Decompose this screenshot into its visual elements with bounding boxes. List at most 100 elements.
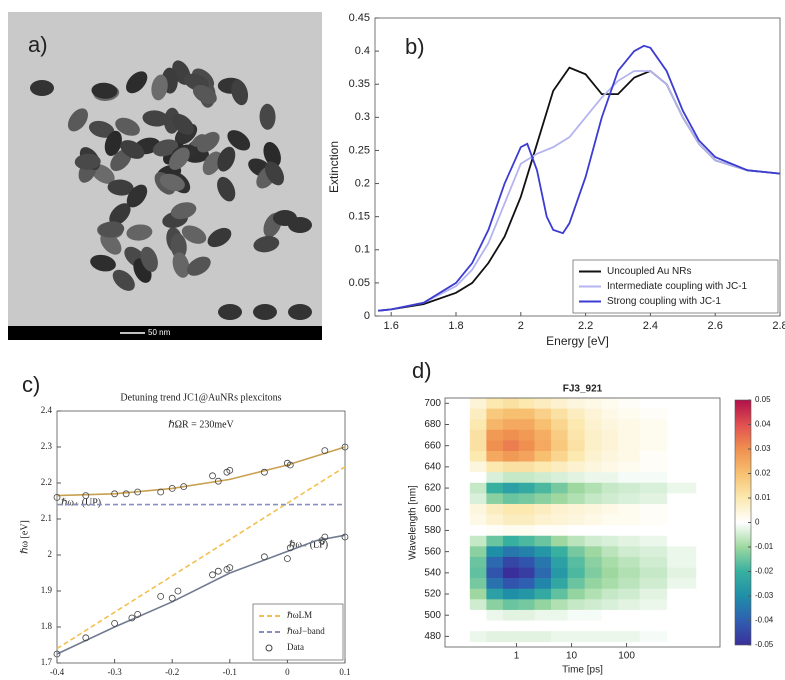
heat-cell [618, 567, 640, 579]
heat-cell [667, 461, 697, 473]
heat-cell [469, 472, 487, 484]
heat-cell [601, 535, 619, 547]
annotation: ℏΩR = 230meV [168, 419, 234, 430]
heat-cell [486, 429, 504, 441]
heat-cell [667, 503, 697, 515]
nanorod [140, 246, 158, 272]
heat-cell [469, 461, 487, 473]
heat-cell [584, 482, 603, 494]
heat-cell [518, 429, 535, 441]
heat-cell [469, 429, 487, 441]
chart-title: FJ3_921 [563, 384, 603, 395]
nanorod [181, 225, 207, 244]
heat-cell [551, 631, 568, 643]
data-point [82, 634, 90, 642]
heat-cell [518, 450, 535, 462]
y-tick-label: 580 [424, 525, 441, 536]
heat-cell [486, 578, 504, 590]
heat-cell [534, 556, 552, 568]
colorbar-tick-label: -0.02 [755, 567, 774, 576]
heat-cell [601, 631, 619, 643]
data-point [209, 472, 216, 480]
nanorod [151, 74, 168, 101]
nanorod [172, 252, 190, 278]
heat-cell [584, 631, 603, 643]
heat-cell [502, 450, 520, 462]
nanorod [207, 227, 232, 248]
heat-cell [486, 450, 504, 462]
heat-cell [469, 599, 487, 611]
heat-cell [639, 588, 668, 600]
heat-cell [567, 472, 585, 484]
x-tick-label: -0.4 [50, 667, 65, 677]
nanorod [126, 184, 148, 208]
heat-cell [567, 588, 585, 600]
heat-cell [518, 588, 535, 600]
heat-cell [486, 620, 504, 632]
heat-cell [518, 631, 535, 643]
heat-cell [667, 440, 697, 452]
heat-cell [618, 472, 640, 484]
nanorod [170, 202, 197, 220]
heat-cell [667, 493, 697, 505]
heat-cell [502, 546, 520, 558]
scale-bar-label: 50 nm [148, 328, 171, 337]
x-axis-label: Time [ps] [562, 665, 603, 676]
heat-cell [534, 599, 552, 611]
y-tick-label: 660 [424, 440, 441, 451]
nanorod [227, 130, 251, 151]
heat-cell [639, 450, 668, 462]
y-tick-label: 680 [424, 419, 441, 430]
nanorod [115, 117, 140, 136]
heat-cell [639, 419, 668, 431]
heat-cell [639, 408, 668, 420]
heat-cell [469, 578, 487, 590]
heat-cell [618, 419, 640, 431]
heat-cell [551, 461, 568, 473]
heat-cell [518, 535, 535, 547]
heat-cell [486, 419, 504, 431]
heat-cell [584, 525, 603, 537]
heat-cell [618, 609, 640, 621]
data-point [209, 571, 216, 579]
data-point [286, 461, 294, 469]
nanorod [152, 139, 179, 157]
heat-cell [502, 440, 520, 452]
heat-cell [502, 556, 520, 568]
heat-cell [486, 482, 504, 494]
data-point [53, 493, 61, 501]
heat-cell [584, 546, 603, 558]
nanorod [288, 304, 312, 320]
heat-cell [534, 567, 552, 579]
heat-cell [469, 398, 487, 409]
nanorod [98, 221, 125, 238]
x-tick-label: 2.6 [708, 320, 723, 332]
data-point [286, 544, 294, 552]
heat-cell [584, 429, 603, 441]
heat-cell [486, 525, 504, 537]
heat-cell [639, 493, 668, 505]
heat-cell [567, 525, 585, 537]
heat-cell [567, 609, 585, 621]
heat-cell [584, 408, 603, 420]
data-point [260, 468, 268, 476]
nanorod [218, 304, 242, 320]
nanorod [168, 147, 190, 170]
colorbar-tick-label: 0.03 [755, 444, 771, 453]
x-tick-label: 2.2 [578, 320, 593, 332]
heat-cell [601, 482, 619, 494]
heat-cell [551, 514, 568, 526]
y-tick-label: 520 [424, 589, 441, 600]
heat-cell [567, 578, 585, 590]
data-point [53, 650, 61, 658]
heat-cell [601, 599, 619, 611]
y-tick-label: 1.9 [41, 585, 53, 595]
legend-marker [265, 644, 273, 652]
x-tick-label: -0.1 [223, 667, 237, 677]
y-axis-label: Wavelength [nm] [408, 485, 419, 560]
nanorod [120, 140, 145, 159]
panel-label: a) [28, 32, 48, 57]
heat-cell [667, 546, 697, 558]
series-line [56, 446, 346, 497]
data-point [168, 484, 176, 492]
